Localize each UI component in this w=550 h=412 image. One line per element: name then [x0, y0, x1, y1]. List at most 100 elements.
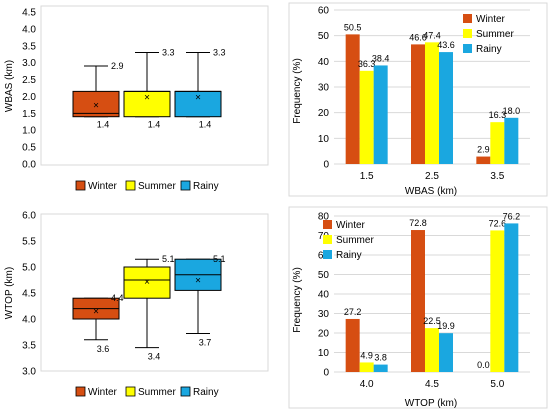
y-tick-label: 4.5 — [22, 8, 36, 19]
mean-marker: × — [144, 277, 150, 288]
legend-swatch-summer — [125, 180, 136, 191]
bar-winter — [411, 230, 425, 372]
data-label: 16.3 — [489, 110, 507, 120]
legend-label: Rainy — [336, 250, 362, 261]
data-label: 3.8 — [374, 353, 387, 363]
mean-marker: × — [195, 93, 201, 104]
wtop-boxplot-panel: 3.03.54.04.55.05.56.0 WTOP (km) ×4.43.6×… — [4, 211, 269, 398]
y-tick-label: 80 — [318, 212, 330, 223]
legend-swatch-rainy — [463, 44, 472, 53]
x-axis-label: WBAS (km) — [405, 186, 457, 197]
min-label: 3.7 — [199, 338, 212, 348]
y-tick-label: 1.0 — [22, 126, 36, 137]
bar-summer — [490, 122, 505, 164]
legend-label: Winter — [336, 220, 366, 231]
y-tick-label: 5.5 — [22, 237, 36, 248]
min-label: 1.4 — [148, 120, 161, 130]
y-tick-labels: 3.0 3.5 4.0 4.5 5.0 5.5 6.0 — [22, 211, 36, 378]
data-label: 43.6 — [437, 40, 455, 50]
y-tick-label: 4.0 — [22, 24, 36, 35]
x-tick-label: 4.0 — [360, 379, 374, 390]
max-label: 4.4 — [111, 293, 124, 303]
plot-frame — [288, 2, 548, 197]
data-label: 2.9 — [477, 145, 490, 155]
data-label: 4.9 — [360, 350, 373, 360]
wtop-frequency-panel: 01020304050607080 4.04.55.0 Frequency (%… — [288, 206, 548, 409]
max-label: 5.1 — [162, 254, 175, 264]
x-tick-label: 3.5 — [490, 171, 504, 182]
wbas-boxplot-panel: 0.0 0.5 1.0 1.5 2.0 2.5 3.0 3.5 4.0 4.5 WBAS (km)… — [4, 5, 269, 192]
min-label: 3.6 — [97, 344, 110, 354]
x-axis-label: WTOP (km) — [405, 398, 457, 409]
legend-swatch-rainy — [323, 250, 332, 259]
min-label: 3.4 — [148, 352, 161, 362]
data-label: 22.5 — [423, 316, 441, 326]
data-label: 36.3 — [358, 59, 376, 69]
box-summer — [123, 266, 171, 299]
x-tick-label: 4.5 — [425, 379, 439, 390]
y-tick-label: 30 — [318, 83, 330, 94]
mean-marker: × — [93, 307, 99, 318]
legend-swatch-summer — [463, 29, 472, 38]
mean-marker: × — [93, 100, 99, 111]
x-tick-labels: 1.5 2.5 3.5 — [360, 171, 505, 182]
y-tick-label: 50 — [318, 270, 330, 281]
data-label: 72.8 — [409, 218, 427, 228]
bar-rainy — [373, 65, 388, 164]
y-axis-label: Frequency (%) — [292, 58, 303, 124]
bar-summer — [359, 70, 374, 164]
bar-summer — [359, 362, 374, 372]
y-tick-label: 0.5 — [22, 143, 36, 154]
max-label: 5.1 — [213, 254, 226, 264]
data-label: 38.4 — [372, 53, 390, 63]
y-tick-label: 3.0 — [22, 367, 36, 378]
bar-winter — [345, 34, 360, 165]
y-tick-label: 0.0 — [22, 160, 36, 171]
data-label: 27.2 — [344, 307, 362, 317]
plot-frame — [40, 213, 269, 372]
y-tick-label: 1.5 — [22, 109, 36, 120]
y-tick-label: 20 — [318, 108, 330, 119]
min-label: 1.4 — [199, 120, 212, 130]
legend-swatch-summer — [323, 235, 332, 244]
max-label: 3.3 — [162, 48, 175, 58]
y-tick-label: 2.0 — [22, 92, 36, 103]
plot-frame — [288, 206, 548, 409]
x-tick-label: 1.5 — [360, 171, 374, 182]
data-label: 76.2 — [503, 211, 521, 221]
y-tick-label: 40 — [318, 57, 330, 68]
legend-swatch-summer — [125, 386, 136, 397]
legend-label: Winter — [476, 14, 506, 25]
bar-winter — [411, 44, 425, 164]
y-tick-labels: 0.0 0.5 1.0 1.5 2.0 2.5 3.0 3.5 4.0 4.5 — [22, 8, 36, 171]
max-label: 3.3 — [213, 48, 226, 58]
y-axis-label: WTOP (km) — [4, 267, 15, 319]
bar-marks: 50.5 36.338.4 46.647.443.6 2.9 16.318.0 — [344, 22, 521, 165]
legend-swatch-winter — [323, 220, 332, 229]
legend-label: Summer — [138, 387, 176, 398]
y-tick-label: 40 — [318, 290, 330, 301]
legend-label: Rainy — [476, 44, 502, 55]
legend-swatch-rainy — [180, 386, 191, 397]
bar-marks: 27.2 4.9 3.8 72.8 22.519.9 0.0 72.676.2 — [344, 211, 520, 372]
x-tick-label: 2.5 — [425, 171, 439, 182]
y-tick-label: 3.5 — [22, 341, 36, 352]
legend-swatch-winter — [463, 14, 472, 23]
y-tick-label: 6.0 — [22, 211, 36, 222]
legend-swatch-rainy — [180, 180, 191, 191]
legend: Winter Summer Rainy — [75, 386, 219, 398]
data-label: 18.0 — [503, 106, 521, 116]
bar-winter — [345, 318, 360, 372]
bar-summer — [490, 230, 505, 372]
legend: Winter Summer Rainy — [323, 220, 374, 261]
y-tick-label: 20 — [318, 329, 330, 340]
wbas-frequency-panel: 0 10 20 30 40 50 60 1.5 2.5 3.5 Frequency (%) WB… — [288, 2, 548, 197]
bar-summer — [425, 328, 439, 372]
bar-rainy — [504, 117, 519, 164]
mean-marker: × — [144, 93, 150, 104]
y-axis-label: WBAS (km) — [4, 60, 15, 112]
data-label: 0.0 — [477, 360, 490, 370]
mean-marker: × — [195, 276, 201, 287]
y-tick-label: 0 — [323, 368, 329, 379]
legend-label: Summer — [336, 235, 374, 246]
